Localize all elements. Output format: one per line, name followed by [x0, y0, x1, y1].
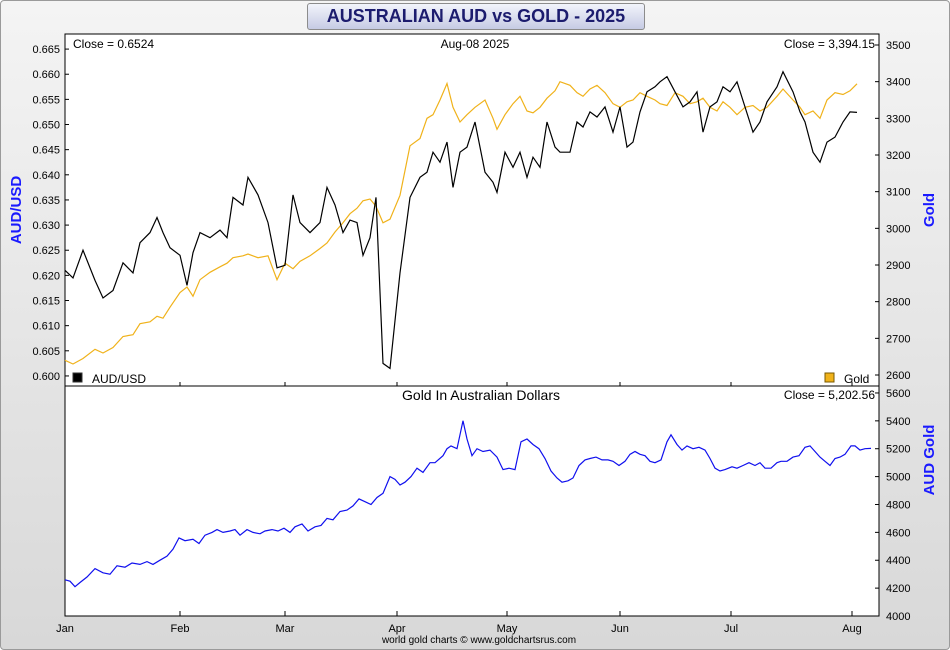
bottom-right-tick-label: 5000: [886, 472, 910, 484]
right-axis-title-bottom: AUD Gold: [921, 425, 938, 496]
left-tick-label: 0.650: [32, 120, 60, 132]
right-tick-label: 2700: [886, 333, 910, 345]
footer-credit: world gold charts © www.goldchartsrus.co…: [381, 635, 576, 646]
bottom-chart-title: Gold In Australian Dollars: [402, 387, 560, 403]
left-tick-label: 0.630: [32, 220, 60, 232]
right-tick-label: 3000: [886, 223, 910, 235]
legend-swatch-aud: [72, 372, 83, 383]
gold-series-line: [64, 80, 858, 365]
top-plot-area: [64, 33, 880, 387]
x-tick-label: Jun: [611, 623, 629, 635]
top-axis-ticks: 0.665 0.660 0.655 0.650 0.645 0.640 0.635 0.630…: [32, 40, 910, 386]
chart-title: AUSTRALIAN AUD vs GOLD - 2025: [326, 6, 626, 26]
left-tick-label: 0.640: [32, 170, 60, 182]
bottom-right-tick-label: 5400: [886, 416, 910, 428]
aud-usd-series-line: [64, 70, 858, 370]
left-tick-label: 0.610: [32, 321, 60, 333]
legend-swatch-gold: [824, 372, 835, 383]
bottom-right-tick-label: 4800: [886, 499, 910, 511]
x-tick-label: Apr: [388, 623, 405, 635]
right-tick-label: 2900: [886, 260, 910, 272]
right-tick-label: 3400: [886, 77, 910, 89]
bottom-right-tick-label: 5200: [886, 444, 910, 456]
left-tick-label: 0.600: [32, 371, 60, 383]
bottom-right-tick-label: 4000: [886, 611, 910, 623]
left-tick-label: 0.655: [32, 94, 60, 106]
left-tick-label: 0.660: [32, 69, 60, 81]
chart-title-box: AUSTRALIAN AUD vs GOLD - 2025: [307, 3, 645, 30]
bottom-plot-area: [64, 385, 880, 617]
x-tick-label: May: [497, 623, 518, 635]
right-tick-label: 2600: [886, 370, 910, 382]
x-tick-label: Jan: [56, 623, 74, 635]
legend-label-gold: Gold: [844, 372, 869, 386]
bottom-right-tick-label: 5600: [886, 388, 910, 400]
x-tick-label: Jul: [724, 623, 738, 635]
left-tick-label: 0.645: [32, 145, 60, 157]
left-tick-label: 0.635: [32, 195, 60, 207]
left-tick-label: 0.665: [32, 44, 60, 56]
x-tick-label: Aug: [842, 623, 862, 635]
aud-gold-series-line: [64, 420, 872, 588]
bottom-right-tick-label: 4400: [886, 555, 910, 567]
x-tick-label: Mar: [276, 623, 295, 635]
left-tick-label: 0.620: [32, 270, 60, 282]
left-tick-label: 0.625: [32, 245, 60, 257]
bottom-right-tick-label: 4600: [886, 527, 910, 539]
x-tick-label: Feb: [171, 623, 190, 635]
right-tick-label: 3500: [886, 40, 910, 52]
bottom-axis-ticks: 5600 5400 5200 5000 4800 4600 4400 4200 4000 Jan F…: [56, 388, 910, 635]
close-aud-gold-label: Close = 5,202.56: [784, 388, 875, 402]
left-tick-label: 0.605: [32, 346, 60, 358]
bottom-right-tick-label: 4200: [886, 583, 910, 595]
right-tick-label: 2800: [886, 297, 910, 309]
right-tick-label: 3300: [886, 113, 910, 125]
close-aud-label: Close = 0.6524: [73, 37, 154, 51]
legend-label-aud: AUD/USD: [92, 372, 146, 386]
right-tick-label: 3100: [886, 187, 910, 199]
right-axis-title: Gold: [921, 193, 938, 227]
left-tick-label: 0.615: [32, 296, 60, 308]
left-axis-title: AUD/USD: [8, 176, 25, 245]
right-tick-label: 3200: [886, 150, 910, 162]
close-gold-label: Close = 3,394.15: [784, 37, 875, 51]
date-label: Aug-08 2025: [441, 37, 510, 51]
